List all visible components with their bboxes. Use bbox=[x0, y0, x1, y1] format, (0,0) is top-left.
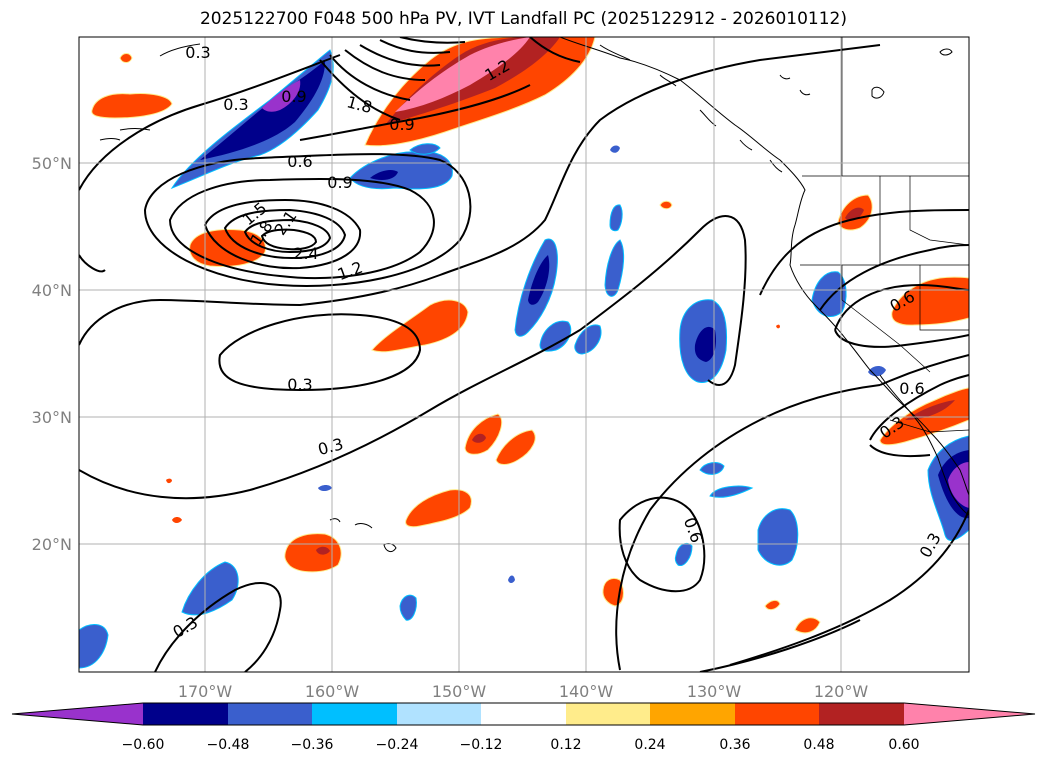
colorbar-segment bbox=[397, 703, 481, 725]
lon-label: 120°W bbox=[814, 682, 869, 701]
colorbar-extend-left bbox=[12, 703, 143, 725]
contour-label: 0.3 bbox=[223, 95, 248, 114]
lat-label: 50°N bbox=[32, 154, 72, 173]
colorbar-tick: 0.48 bbox=[803, 737, 834, 753]
longitude-labels: 170°W 160°W 150°W 140°W 130°W 120°W bbox=[178, 682, 869, 701]
contour-label: 0.9 bbox=[389, 115, 414, 134]
lon-label: 150°W bbox=[432, 682, 487, 701]
colorbar-tick: 0.12 bbox=[550, 737, 581, 753]
map-frame bbox=[78, 36, 970, 673]
contour-label: 0.9 bbox=[327, 173, 352, 192]
colorbar-tick: −0.60 bbox=[122, 737, 165, 753]
colorbar: −0.60 −0.48 −0.36 −0.24 −0.12 0.12 0.24 … bbox=[11, 702, 1036, 753]
lat-label: 20°N bbox=[32, 535, 72, 554]
colorbar-tick: −0.36 bbox=[291, 737, 334, 753]
colorbar-segment bbox=[481, 703, 566, 725]
graticule bbox=[79, 37, 969, 672]
contour-label: 0.9 bbox=[281, 87, 306, 106]
colorbar-tick: −0.12 bbox=[460, 737, 503, 753]
colorbar-extend-right bbox=[904, 703, 1035, 725]
colorbar-segment bbox=[566, 703, 650, 725]
political-borders bbox=[800, 37, 969, 433]
lon-label: 170°W bbox=[178, 682, 233, 701]
lon-label: 160°W bbox=[305, 682, 360, 701]
lon-label: 130°W bbox=[687, 682, 742, 701]
colorbar-segment bbox=[819, 703, 904, 725]
colorbar-tick: 0.36 bbox=[719, 737, 750, 753]
colorbar-tick: −0.24 bbox=[376, 737, 419, 753]
lat-label: 40°N bbox=[32, 281, 72, 300]
contour-label: 0.3 bbox=[287, 375, 312, 394]
contour-label: 0.3 bbox=[185, 43, 210, 62]
contour-label: 0.6 bbox=[287, 152, 312, 171]
pv-positive-shading bbox=[91, 37, 969, 634]
colorbar-outline bbox=[11, 702, 1036, 726]
contour-label: 0.6 bbox=[899, 379, 924, 398]
colorbar-segment bbox=[650, 703, 735, 725]
colorbar-segment bbox=[143, 703, 228, 725]
colorbar-segment bbox=[312, 703, 397, 725]
colorbar-tick: −0.48 bbox=[207, 737, 250, 753]
colorbar-segment bbox=[735, 703, 819, 725]
colorbar-tick: 0.60 bbox=[888, 737, 919, 753]
contour-label: 2.4 bbox=[293, 244, 318, 263]
lon-label: 140°W bbox=[559, 682, 614, 701]
map-title: 2025122700 F048 500 hPa PV, IVT Landfall… bbox=[199, 9, 847, 29]
pv-negative-shading bbox=[79, 49, 969, 669]
pv-contours bbox=[79, 37, 969, 672]
coastlines bbox=[99, 37, 969, 553]
latitude-labels: 50°N 40°N 30°N 20°N bbox=[32, 154, 72, 554]
map-plot-area: 0.3 0.3 0.9 1.8 0.9 1.2 0.6 0.9 1.5 1.8 … bbox=[79, 37, 969, 672]
colorbar-tick: 0.24 bbox=[634, 737, 665, 753]
colorbar-segment bbox=[228, 703, 312, 725]
lat-label: 30°N bbox=[32, 408, 72, 427]
